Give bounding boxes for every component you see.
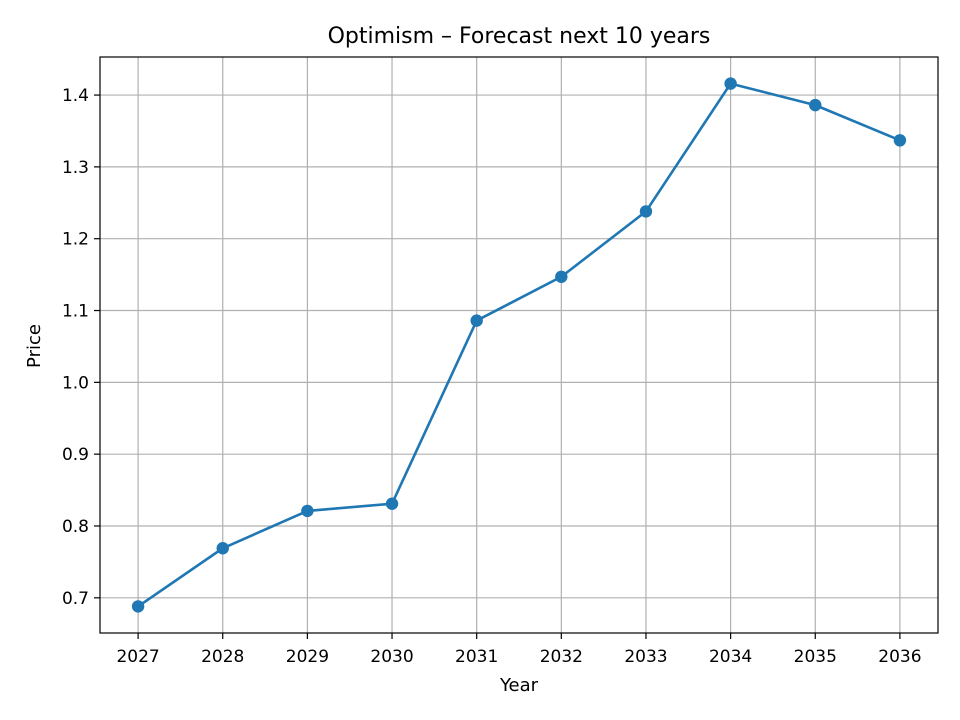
grid-lines [100,57,938,633]
data-point [724,77,737,90]
x-tick-label: 2033 [624,647,667,667]
y-tick-label: 1.4 [62,86,89,106]
data-point [385,497,399,510]
x-tick-label: 2035 [794,647,837,667]
y-tick-label: 1.1 [62,302,89,322]
x-tick-label: 2036 [878,647,921,667]
y-tick-label: 0.8 [62,517,89,537]
data-point [131,600,145,613]
x-tick-label: 2032 [540,647,583,667]
x-axis-label: Year [499,675,539,696]
series-line [137,82,901,608]
y-axis-label: Price [24,324,45,368]
data-point [555,270,568,283]
chart-title: Optimism – Forecast next 10 years [328,24,711,49]
y-tick-label: 1.2 [62,230,89,250]
x-tick-label: 2030 [370,647,413,667]
y-tick-label: 0.7 [62,589,89,609]
plot-frame [99,56,939,634]
data-point [301,504,314,518]
y-tick-label: 0.9 [62,445,89,465]
axis-ticks: 2027 2028 2029 2030 2031 2032 2033 2034 2035 2036… [62,86,922,667]
x-tick-label: 2028 [201,647,244,667]
data-point [639,205,653,218]
x-tick-label: 2029 [286,647,329,667]
data-point [470,314,483,327]
data-point [216,542,229,555]
x-tick-label: 2027 [116,647,159,667]
data-point [809,98,822,112]
data-point [893,134,907,147]
y-tick-label: 1.3 [62,158,89,178]
series-layer [131,77,907,613]
x-tick-label: 2031 [455,647,498,667]
x-tick-label: 2034 [709,647,752,667]
y-tick-label: 1.0 [62,373,89,393]
